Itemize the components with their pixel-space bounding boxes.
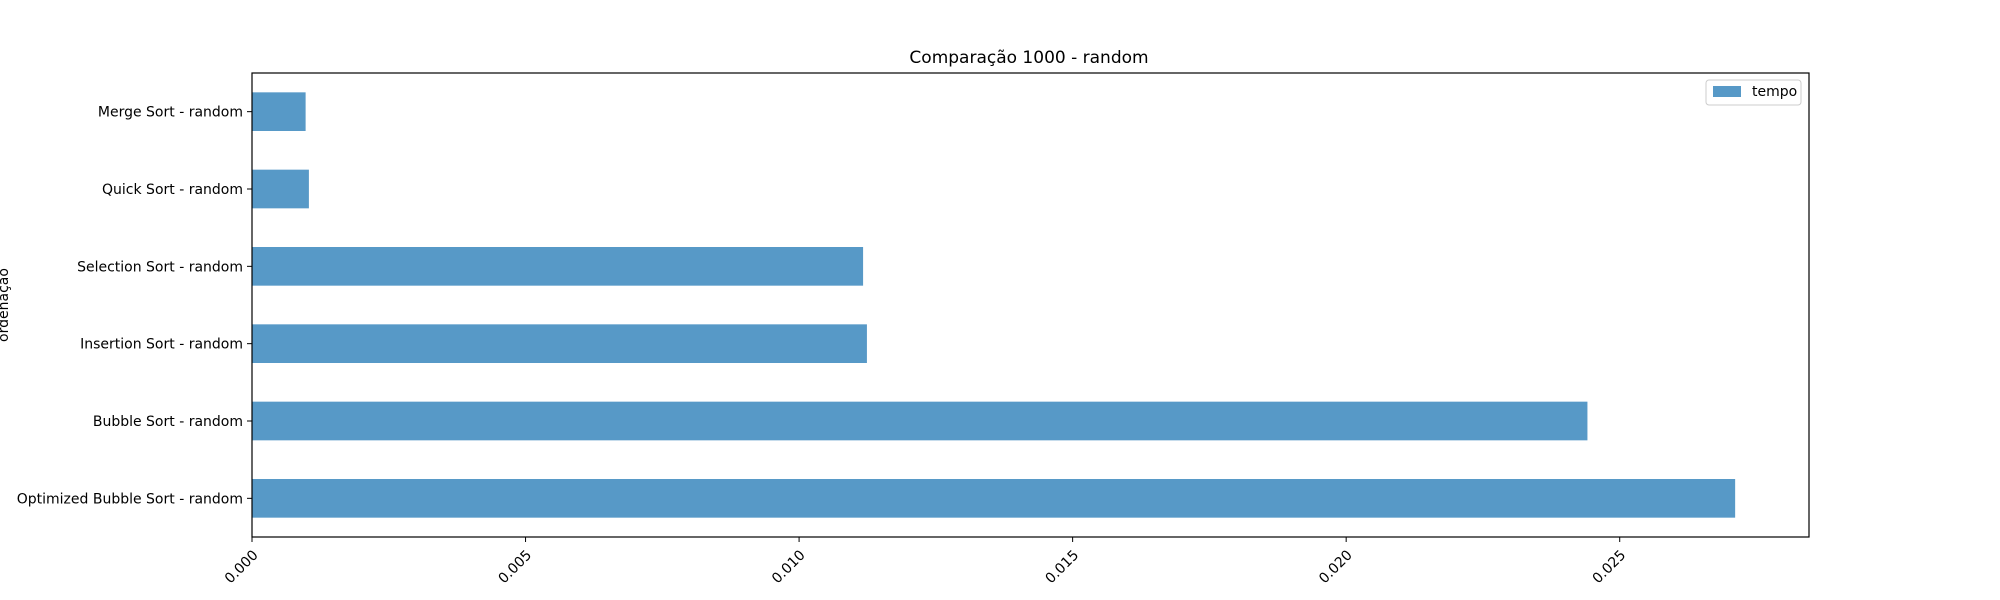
y-tick-label: Quick Sort - random: [102, 182, 243, 198]
legend-label: tempo: [1752, 84, 1797, 100]
y-tick-label: Merge Sort - random: [98, 105, 243, 121]
y-tick-label: Selection Sort - random: [77, 259, 243, 275]
bars-layer: [252, 92, 1736, 518]
y-axis-label: ordenação: [0, 268, 12, 342]
legend: tempo: [1705, 79, 1802, 106]
plot-frame: [251, 72, 1810, 538]
bar: [252, 401, 1588, 441]
y-ticks: Merge Sort - random Quick Sort - random Se…: [17, 105, 252, 507]
y-tick-label: Insertion Sort - random: [80, 337, 243, 353]
bar: [252, 324, 867, 363]
legend-swatch: [1713, 86, 1741, 97]
y-tick-label: Bubble Sort - random: [93, 414, 243, 430]
bar: [252, 169, 309, 209]
y-tick-label: Optimized Bubble Sort - random: [17, 491, 243, 507]
bar: [252, 479, 1736, 518]
bar: [252, 92, 306, 131]
chart-title: Comparação 1000 - random: [909, 48, 1148, 68]
bar: [252, 247, 864, 286]
